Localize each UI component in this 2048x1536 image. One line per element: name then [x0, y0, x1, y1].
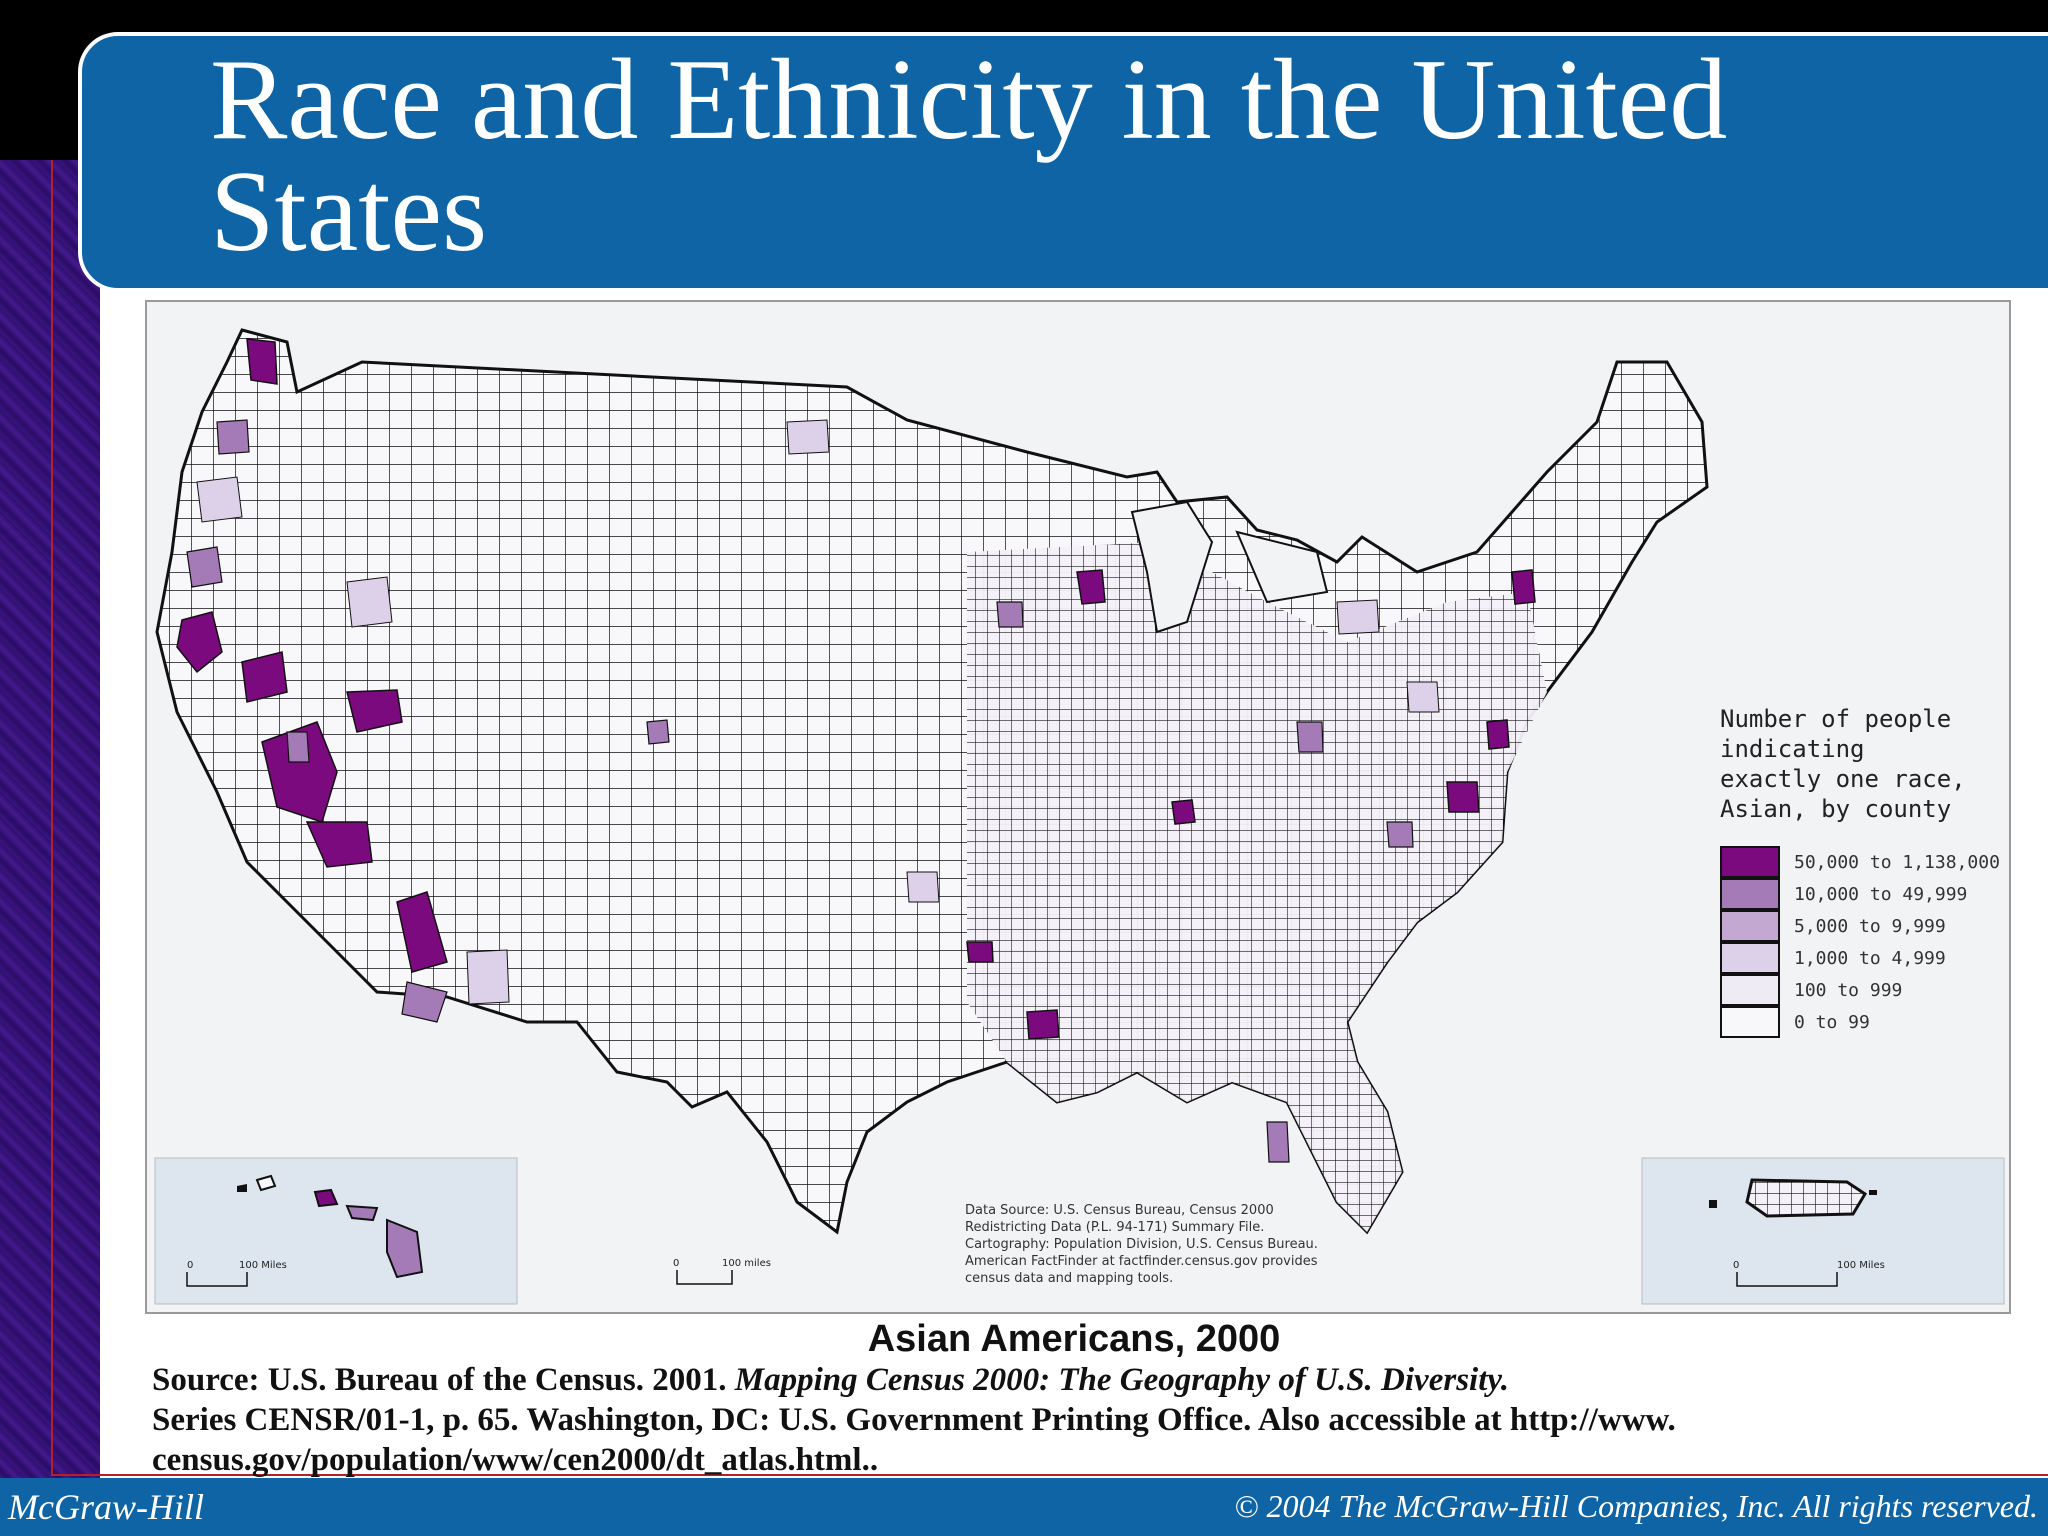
data-source-line: Redistricting Data (P.L. 94-171) Summary…: [965, 1220, 1265, 1235]
legend-item: 0 to 99: [1720, 1006, 2000, 1038]
publisher-name: McGraw-Hill: [8, 1487, 204, 1527]
data-source-line: Data Source: U.S. Census Bureau, Census …: [965, 1203, 1274, 1218]
legend-swatch: [1720, 910, 1780, 942]
legend-label: 100 to 999: [1794, 979, 1903, 1001]
source-citation: Source: U.S. Bureau of the Census. 2001.…: [152, 1360, 2012, 1480]
legend-label: 0 to 99: [1794, 1011, 1870, 1033]
high-asian-population-counties: [176, 338, 1536, 1040]
mainland-scale-bar: 0 100 miles: [673, 1258, 771, 1285]
data-source-line: American FactFinder at factfinder.census…: [965, 1254, 1318, 1269]
legend-item: 1,000 to 4,999: [1720, 942, 2000, 974]
light-asian-population-counties: [196, 419, 1440, 1005]
mainland-scale-zero: 0: [673, 1258, 679, 1269]
puerto-rico-inset: 0 100 Miles: [1641, 1157, 2005, 1305]
footer-bar: McGraw-Hill © 2004 The McGraw-Hill Compa…: [0, 1478, 2048, 1536]
legend-label: 1,000 to 4,999: [1794, 947, 1946, 969]
legend-label: 50,000 to 1,138,000: [1794, 851, 2000, 873]
map-frame: 0 100 Miles 0 100 miles 0 100 Miles: [145, 300, 2011, 1314]
map-data-source: Data Source: U.S. Census Bureau, Census …: [965, 1202, 1395, 1287]
legend-item: 5,000 to 9,999: [1720, 910, 2000, 942]
legend-item: 100 to 999: [1720, 974, 2000, 1006]
legend-swatch: [1720, 974, 1780, 1006]
legend-swatch: [1720, 1006, 1780, 1038]
us-county-map: 0 100 Miles 0 100 miles 0 100 Miles: [147, 302, 2009, 1312]
red-vertical-rule: [51, 160, 53, 1476]
red-horizontal-rule: [51, 1474, 2048, 1476]
data-source-line: Cartography: Population Division, U.S. C…: [965, 1237, 1318, 1252]
left-decorative-band: [0, 160, 100, 1478]
legend-item: 10,000 to 49,999: [1720, 878, 2000, 910]
legend-item: 50,000 to 1,138,000: [1720, 846, 2000, 878]
legend-label: 5,000 to 9,999: [1794, 915, 1946, 937]
hawaii-scale-zero: 0: [187, 1260, 193, 1271]
medium-asian-population-counties: [186, 419, 1414, 1163]
legend-label: 10,000 to 49,999: [1794, 883, 1968, 905]
mainland-scale-label: 100 miles: [722, 1258, 771, 1269]
great-lakes: [1130, 500, 1329, 634]
legend-swatch: [1720, 878, 1780, 910]
source-line-3: census.gov/population/www/cen2000/dt_atl…: [152, 1442, 879, 1478]
pr-scale-zero: 0: [1733, 1260, 1739, 1271]
pr-scale-label: 100 Miles: [1837, 1260, 1885, 1271]
title-banner: [78, 32, 2048, 292]
source-prefix: Source: U.S. Bureau of the Census. 2001.: [152, 1362, 735, 1398]
data-source-line: census data and mapping tools.: [965, 1271, 1174, 1286]
legend-swatch: [1720, 846, 1780, 878]
source-line-1: Source: U.S. Bureau of the Census. 2001.…: [152, 1360, 2012, 1400]
map-caption: Asian Americans, 2000: [867, 1318, 1281, 1360]
slide-title: Race and Ethnicity in the United States: [210, 36, 1728, 276]
source-book-title: Mapping Census 2000: The Geography of U.…: [734, 1362, 1510, 1398]
copyright-notice: © 2004 The McGraw-Hill Companies, Inc. A…: [1234, 1488, 2038, 1524]
source-line-2: Series CENSR/01-1, p. 65. Washington, DC…: [152, 1402, 1676, 1438]
map-legend: 50,000 to 1,138,000 10,000 to 49,999 5,0…: [1720, 846, 2000, 1038]
hawaii-inset: 0 100 Miles: [154, 1157, 518, 1305]
legend-title: Number of people indicating exactly one …: [1720, 705, 1966, 823]
hawaii-scale-label: 100 Miles: [239, 1260, 287, 1271]
eastern-dense-counties: [967, 542, 1547, 1232]
legend-swatch: [1720, 942, 1780, 974]
